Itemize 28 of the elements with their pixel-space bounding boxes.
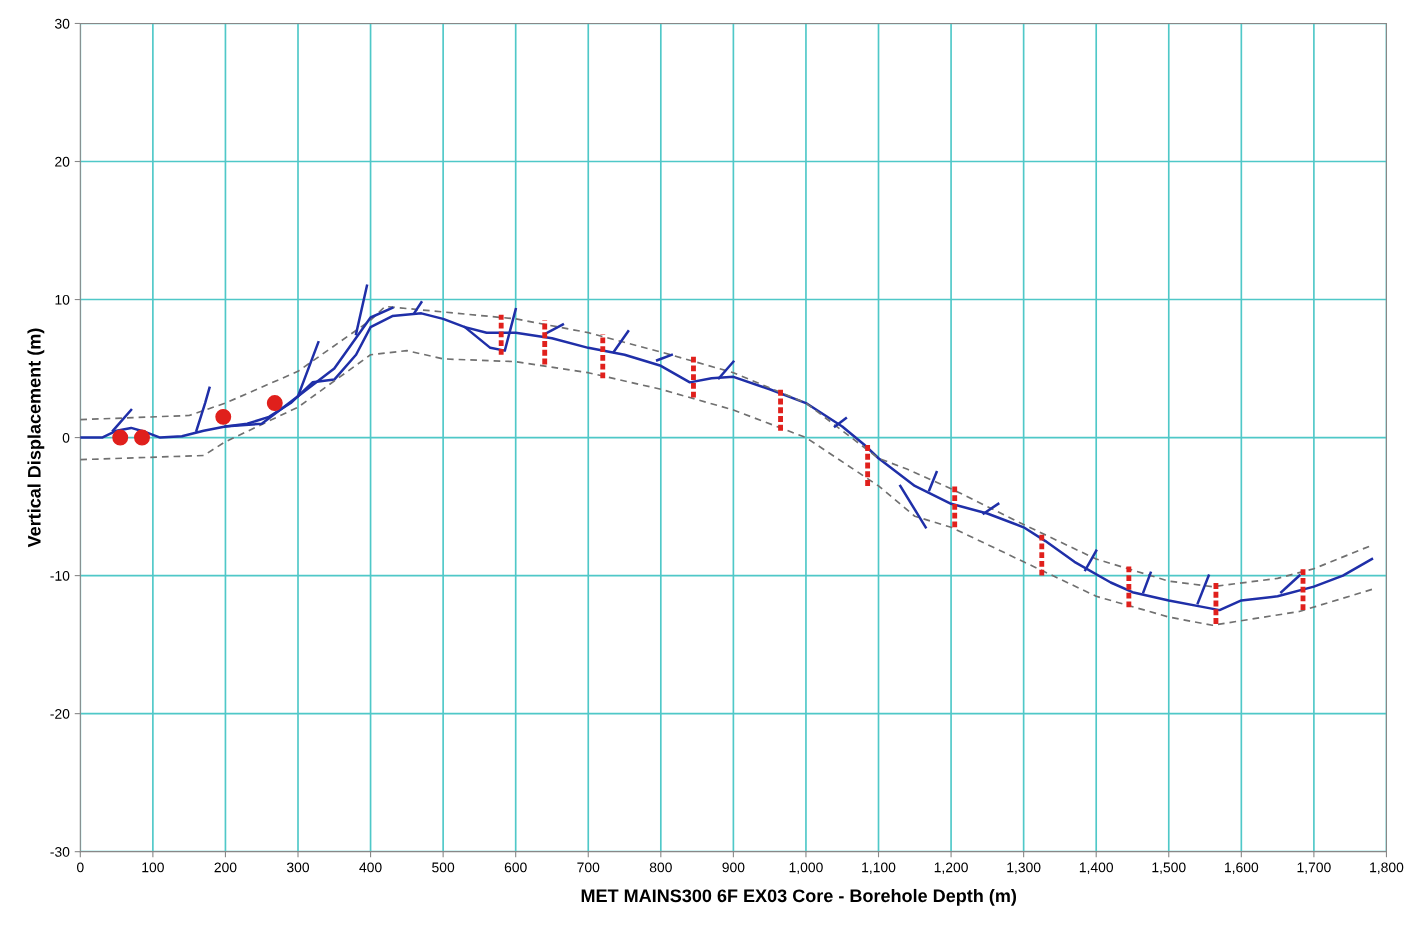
x-tick-label: 1,000 (789, 862, 823, 874)
y-tick-label: 20 (55, 156, 70, 167)
x-tick-label: 400 (359, 862, 382, 873)
y-tick-label: 10 (55, 294, 70, 305)
x-tick-label: 1,200 (934, 862, 968, 874)
x-tick-label: 1,500 (1152, 862, 1186, 874)
x-tick-label: 1,700 (1297, 862, 1331, 874)
x-axis-title: MET MAINS300 6F EX03 Core - Borehole Depth (m) (581, 888, 1017, 906)
y-axis-title: Vertical Displacement (m) (27, 328, 45, 548)
y-tick-label: -10 (50, 570, 70, 581)
x-tick-label: 200 (214, 862, 237, 873)
x-tick-label: 1,300 (1007, 862, 1041, 874)
x-tick-label: 900 (722, 862, 745, 873)
x-tick-label: 600 (504, 862, 527, 873)
x-tick-label: 500 (432, 862, 455, 873)
x-tick-label: 1,100 (862, 862, 896, 874)
y-tick-label: 30 (54, 18, 70, 29)
x-tick-label: 700 (577, 862, 600, 873)
x-tick-label: 800 (649, 862, 672, 873)
x-tick-label: 1,600 (1225, 862, 1259, 874)
y-tick-label: -20 (50, 708, 70, 719)
x-tick-label: 1,800 (1370, 862, 1404, 874)
x-tick-label: 100 (142, 862, 164, 873)
y-tick-label: -30 (50, 847, 70, 857)
x-tick-label: 300 (286, 862, 310, 873)
y-tick-label: 0 (62, 432, 70, 443)
x-tick-label: 0 (76, 862, 84, 873)
x-tick-label: 1,400 (1079, 862, 1114, 874)
